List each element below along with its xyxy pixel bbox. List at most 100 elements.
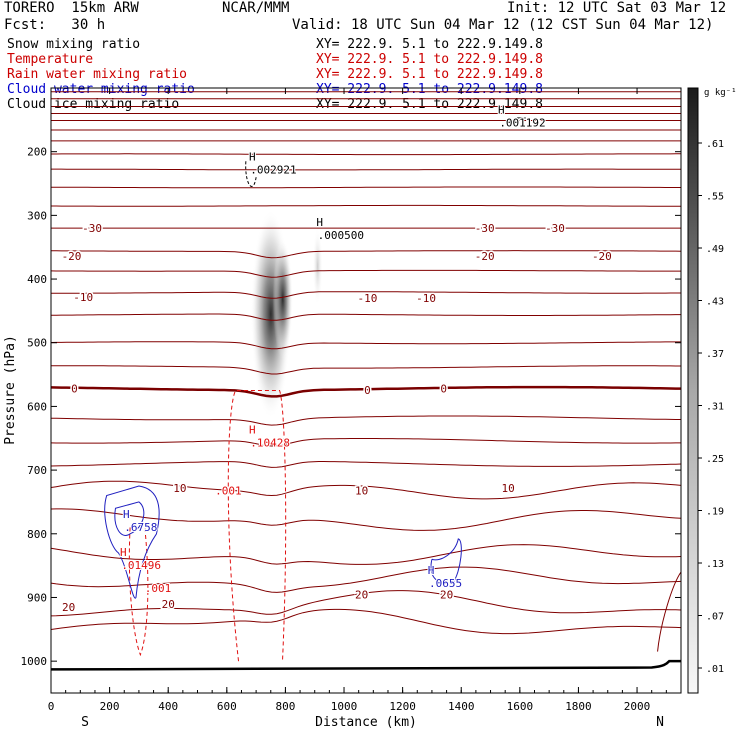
legend-label: Temperature bbox=[7, 52, 93, 67]
colorbar-bar bbox=[687, 87, 699, 694]
isotherm bbox=[50, 480, 682, 500]
cloud-water-contour bbox=[114, 501, 145, 536]
rain-contour bbox=[227, 390, 287, 662]
isotherm-label: 20 bbox=[62, 601, 75, 614]
isotherm-label: -10 bbox=[73, 291, 93, 304]
x-tick-label: 1000 bbox=[331, 700, 358, 713]
maximum-marker: H bbox=[123, 508, 130, 521]
temperature-contours bbox=[50, 91, 682, 635]
snow-patch bbox=[312, 226, 323, 307]
maximum-value: .000500 bbox=[318, 229, 364, 242]
maximum-value: .01496 bbox=[121, 559, 161, 572]
colorbar-tick-label: .55 bbox=[706, 192, 724, 203]
maximum-value: .001192 bbox=[499, 116, 545, 129]
x-tick-label: 1400 bbox=[448, 700, 475, 713]
x-label-right: N bbox=[656, 715, 664, 730]
x-tick-label: 2000 bbox=[624, 700, 651, 713]
isotherm-label: 10 bbox=[173, 482, 186, 495]
title-valid: Valid: 18 UTC Sun 04 Mar 12 (12 CST Sun … bbox=[292, 17, 714, 33]
maximum-value: .002921 bbox=[250, 164, 296, 177]
y-tick-label: 600 bbox=[27, 400, 47, 413]
maximum-value: .0655 bbox=[429, 577, 462, 590]
colorbar-tick-label: .37 bbox=[706, 349, 724, 360]
colorbar-tick-label: .13 bbox=[706, 559, 724, 570]
colorbar-tick-label: .07 bbox=[706, 612, 724, 623]
isotherm-label: 20 bbox=[440, 588, 453, 601]
hydrometeor-contours bbox=[104, 117, 526, 662]
terrain-surface bbox=[50, 659, 681, 671]
isotherm-label: -30 bbox=[475, 222, 495, 235]
title-init: Init: 12 UTC Sat 03 Mar 12 bbox=[507, 0, 727, 16]
isotherm-label: -20 bbox=[592, 250, 612, 263]
isotherm bbox=[50, 269, 681, 278]
legend-label: Snow mixing ratio bbox=[7, 37, 140, 52]
terrain-line bbox=[50, 571, 682, 671]
isotherm bbox=[50, 508, 682, 531]
isotherm-label: 0 bbox=[71, 383, 78, 396]
x-tick-label: 1200 bbox=[389, 700, 416, 713]
isotherm-label: 0 bbox=[440, 383, 447, 396]
colorbar-tick-label: .61 bbox=[706, 139, 724, 150]
maximum-marker: H bbox=[249, 424, 256, 437]
y-tick-label: 1000 bbox=[21, 655, 48, 668]
isotherm-label: 0 bbox=[364, 384, 371, 397]
isotherm-label: -10 bbox=[358, 292, 378, 305]
legend-label: Rain water mixing ratio bbox=[7, 67, 187, 82]
colorbar-units: g kg⁻¹ bbox=[704, 88, 737, 98]
legend-xy: XY= 222.9. 5.1 to 222.9.149.8 bbox=[316, 82, 543, 97]
isotherm-label: 10 bbox=[501, 482, 514, 495]
colorbar-tick-label: .01 bbox=[706, 664, 724, 675]
isotherm bbox=[50, 415, 681, 426]
x-tick-label: 1600 bbox=[507, 700, 534, 713]
x-tick-label: 200 bbox=[100, 700, 120, 713]
legend-xy: XY= 222.9. 5.1 to 222.9.149.8 bbox=[316, 97, 543, 112]
maximum-value: .10428 bbox=[250, 437, 290, 450]
x-axis-label: Distance (km) bbox=[315, 715, 417, 730]
colorbar-tick-label: .19 bbox=[706, 507, 724, 518]
y-axis-label: Pressure (hPa) bbox=[3, 335, 18, 445]
x-tick-label: 800 bbox=[275, 700, 295, 713]
maximum-value: .6758 bbox=[124, 521, 157, 534]
cloud-ice-contour bbox=[245, 161, 257, 187]
maximum-marker: H bbox=[249, 151, 256, 164]
title-fcst: Fcst: 30 h bbox=[4, 17, 106, 33]
legend-xy: XY= 222.9. 5.1 to 222.9.149.8 bbox=[316, 52, 543, 67]
x-tick-label: 1800 bbox=[565, 700, 592, 713]
maximum-marker: H bbox=[428, 564, 435, 577]
isotherm bbox=[51, 250, 682, 259]
isotherm-label: 20 bbox=[355, 588, 368, 601]
y-tick-label: 700 bbox=[27, 464, 47, 477]
rain-contour bbox=[128, 527, 149, 657]
title-model: TORERO 15km ARW bbox=[4, 0, 139, 16]
isotherm-label: -20 bbox=[62, 250, 82, 263]
x-tick-label: 600 bbox=[217, 700, 237, 713]
isotherm bbox=[50, 544, 682, 565]
maximum-marker: H bbox=[120, 546, 127, 559]
y-tick-label: 400 bbox=[27, 273, 47, 286]
y-tick-label: 900 bbox=[27, 591, 47, 604]
isotherm-label: -30 bbox=[545, 222, 565, 235]
isotherm-label: -10 bbox=[416, 292, 436, 305]
isotherm bbox=[51, 168, 681, 171]
isotherm bbox=[50, 590, 682, 617]
rain-contour-label: .001 bbox=[145, 582, 172, 595]
colorbar-tick-label: .25 bbox=[706, 454, 724, 465]
colorbar-tick-label: .31 bbox=[706, 402, 724, 413]
colorbar-tick-label: .49 bbox=[706, 244, 724, 255]
terrain-isotherm bbox=[657, 571, 682, 652]
y-tick-label: 500 bbox=[27, 337, 47, 350]
y-tick-label: 200 bbox=[27, 146, 47, 159]
isotherm bbox=[50, 461, 682, 468]
isotherm bbox=[50, 566, 682, 593]
legend: Snow mixing ratio XY= 222.9. 5.1 to 222.9… bbox=[7, 37, 543, 112]
maximum-marker: H bbox=[498, 103, 505, 116]
cloud-water-contour bbox=[104, 485, 160, 599]
axes: 0 200 400 600 800 1000 1200 1400 1600 1800 2000200… bbox=[21, 88, 682, 713]
y-tick-label: 800 bbox=[27, 528, 47, 541]
isotherm-label: -20 bbox=[475, 250, 495, 263]
legend-label: Cloud ice mixing ratio bbox=[7, 97, 179, 112]
maximum-marker: H bbox=[316, 216, 323, 229]
isotherm bbox=[51, 204, 681, 207]
isotherm bbox=[50, 438, 681, 447]
